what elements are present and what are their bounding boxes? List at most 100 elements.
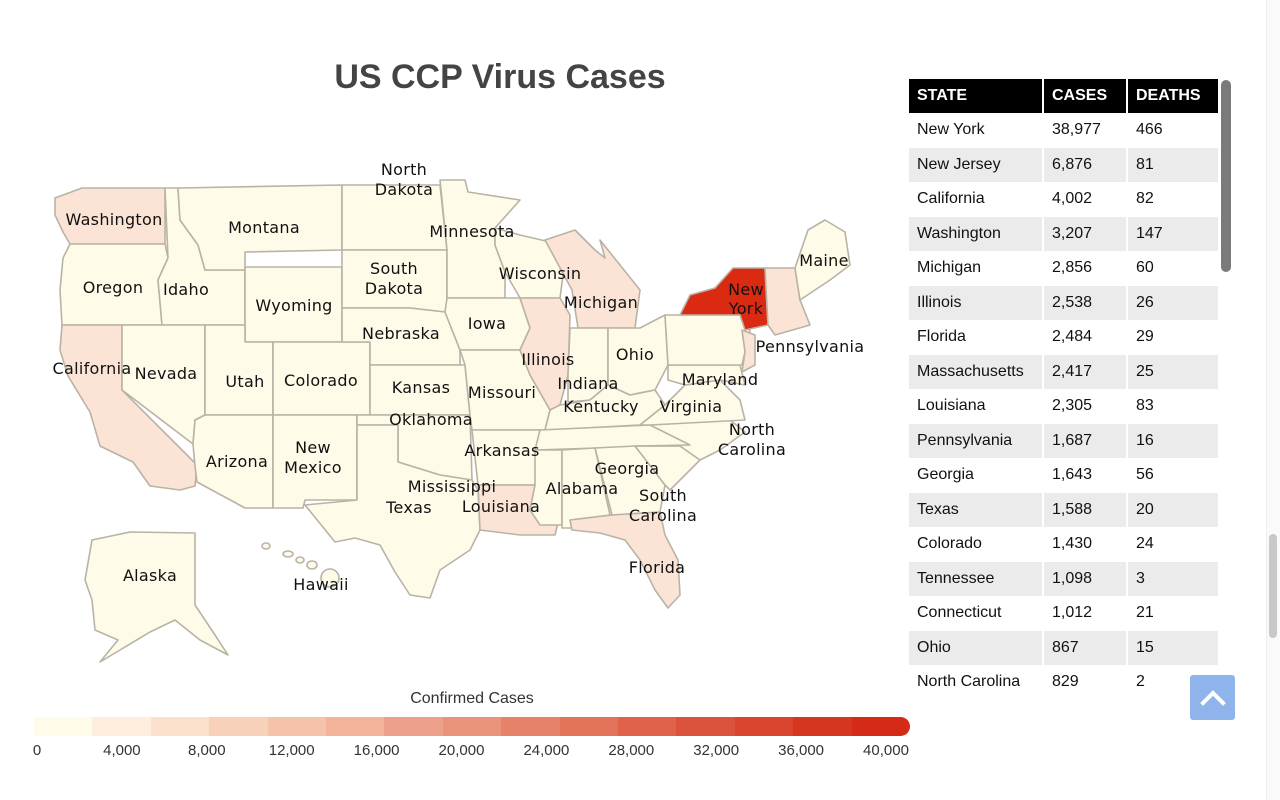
- cell-cases: 2,538: [1043, 285, 1128, 320]
- cell-cases: 4,002: [1043, 182, 1128, 217]
- legend-swatch: [793, 717, 852, 736]
- state-florida[interactable]: [569, 511, 681, 609]
- table-row: New Jersey 6,876 81: [909, 147, 1218, 182]
- label-idaho: Idaho: [163, 280, 209, 299]
- cell-deaths: 29: [1136, 328, 1154, 346]
- label-maine: Maine: [799, 251, 849, 270]
- table-row: Illinois 2,538 26: [909, 285, 1218, 320]
- label-south-dakota-line2: Dakota: [365, 279, 424, 298]
- legend-color-scale: [34, 717, 910, 736]
- table-row: Florida 2,484 29: [909, 320, 1218, 355]
- cell-deaths: 15: [1127, 630, 1218, 665]
- cell-state: Washington: [909, 216, 1044, 251]
- state-pennsylvania[interactable]: [664, 314, 751, 366]
- label-california: California: [53, 359, 132, 378]
- table-row: California 4,002 82: [909, 182, 1218, 217]
- cell-state: Tennessee: [909, 561, 1044, 596]
- cell-state: New Jersey: [909, 147, 1044, 182]
- state-hawaii[interactable]: [261, 542, 340, 588]
- cell-state: Pennsylvania: [909, 423, 1044, 458]
- cell-state: Louisiana: [909, 389, 1044, 424]
- legend-swatch: [618, 717, 677, 736]
- label-nebraska: Nebraska: [362, 324, 440, 343]
- table-scrollbar-thumb[interactable]: [1221, 80, 1231, 272]
- legend-tick-label: 32,000: [693, 742, 740, 759]
- cell-cases: 1,430: [1043, 527, 1128, 562]
- label-north-dakota-line2: Dakota: [375, 180, 434, 199]
- cell-cases: 6,876: [1043, 147, 1128, 182]
- cell-deaths: 82: [1136, 190, 1154, 208]
- cell-cases: 2,417: [1043, 354, 1128, 389]
- state-michigan[interactable]: [544, 229, 641, 329]
- cell-state: Florida: [909, 320, 1044, 355]
- cell-deaths: 20: [1127, 492, 1218, 527]
- header-cases[interactable]: CASES: [1043, 79, 1128, 113]
- cell-deaths: 24: [1136, 535, 1154, 553]
- table-row: Louisiana 2,305 83: [909, 389, 1218, 424]
- label-new-york-line2: York: [728, 299, 764, 318]
- label-maryland: Maryland: [682, 370, 759, 389]
- table-row: Massachusetts 2,417 25: [909, 354, 1218, 389]
- cell-cases: 3,207: [1043, 216, 1128, 251]
- cell-cases: 1,588: [1043, 492, 1128, 527]
- label-washington: Washington: [65, 210, 162, 229]
- label-illinois: Illinois: [521, 350, 574, 369]
- page-title: US CCP Virus Cases: [334, 58, 666, 96]
- state-alaska[interactable]: [84, 531, 229, 663]
- label-new-york-line1: New: [728, 280, 764, 299]
- state-north-carolina[interactable]: [634, 419, 746, 461]
- legend-swatch: [501, 717, 560, 736]
- legend-tick-label: 8,000: [188, 742, 226, 759]
- cases-table-container[interactable]: STATE CASES DEATHS New York 38,977 466 New …: [909, 79, 1218, 709]
- cell-cases: 1,643: [1043, 458, 1128, 493]
- cell-state: Michigan: [909, 251, 1044, 286]
- label-nevada: Nevada: [135, 364, 198, 383]
- cell-state: Massachusetts: [909, 354, 1044, 389]
- label-indiana: Indiana: [557, 374, 618, 393]
- legend-swatch: [676, 717, 735, 736]
- state-virginia[interactable]: [639, 379, 746, 426]
- table-row: Connecticut 1,012 21: [909, 596, 1218, 631]
- label-arizona: Arizona: [206, 452, 268, 471]
- label-wisconsin: Wisconsin: [499, 264, 582, 283]
- cell-deaths: 3: [1127, 561, 1218, 596]
- table-header-row: STATE CASES DEATHS: [909, 79, 1218, 113]
- cell-cases: 2,484: [1043, 320, 1128, 355]
- cell-state: Texas: [909, 492, 1044, 527]
- cell-state: New York: [909, 113, 1044, 148]
- label-georgia: Georgia: [595, 459, 660, 478]
- table-row: Tennessee 1,098 3: [909, 561, 1218, 596]
- label-south-carolina-line1: South: [639, 486, 687, 505]
- cell-state: California: [909, 182, 1044, 217]
- legend-title: Confirmed Cases: [410, 690, 534, 707]
- label-louisiana: Louisiana: [462, 497, 540, 516]
- cell-cases: 829: [1043, 665, 1128, 700]
- cell-cases: 1,687: [1043, 423, 1128, 458]
- page-scrollbar-track[interactable]: [1266, 0, 1280, 800]
- cell-state: Ohio: [909, 630, 1044, 665]
- label-new-mexico-line1: New: [295, 438, 331, 457]
- label-colorado: Colorado: [284, 371, 358, 390]
- legend-swatch: [734, 717, 794, 736]
- state-texas[interactable]: [304, 424, 481, 599]
- cell-deaths: 2: [1136, 673, 1145, 691]
- header-state[interactable]: STATE: [909, 79, 1044, 113]
- cell-cases: 38,977: [1043, 113, 1128, 148]
- cell-state: Colorado: [909, 527, 1044, 562]
- table-row: Michigan 2,856 60: [909, 251, 1218, 286]
- back-to-top-button[interactable]: [1190, 675, 1235, 720]
- state-new-jersey[interactable]: [741, 329, 756, 373]
- state-maine[interactable]: [794, 219, 851, 301]
- table-row: Georgia 1,643 56: [909, 458, 1218, 493]
- legend-tick-label: 12,000: [268, 742, 315, 759]
- legend-swatch: [150, 717, 210, 736]
- cell-cases: 1,098: [1043, 561, 1128, 596]
- page-scrollbar-thumb[interactable]: [1269, 534, 1277, 638]
- table-row: Washington 3,207 147: [909, 216, 1218, 251]
- label-south-dakota-line1: South: [370, 259, 418, 278]
- cell-state: North Carolina: [909, 665, 1044, 700]
- header-deaths[interactable]: DEATHS: [1127, 79, 1218, 113]
- label-arkansas: Arkansas: [464, 441, 539, 460]
- cell-deaths: 147: [1127, 216, 1218, 251]
- cell-deaths: 81: [1127, 147, 1218, 182]
